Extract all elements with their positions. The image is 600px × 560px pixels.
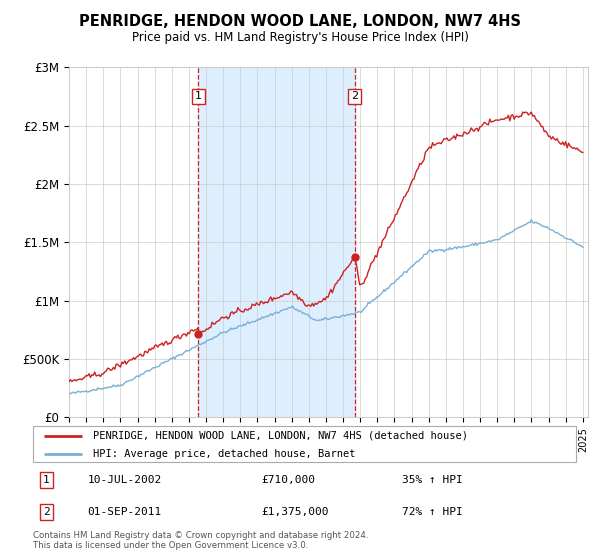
Text: 1: 1 <box>43 475 50 485</box>
Text: PENRIDGE, HENDON WOOD LANE, LONDON, NW7 4HS: PENRIDGE, HENDON WOOD LANE, LONDON, NW7 … <box>79 14 521 29</box>
Text: £1,375,000: £1,375,000 <box>261 507 329 517</box>
Text: 10-JUL-2002: 10-JUL-2002 <box>88 475 161 485</box>
Text: 1: 1 <box>195 91 202 101</box>
Text: PENRIDGE, HENDON WOOD LANE, LONDON, NW7 4HS (detached house): PENRIDGE, HENDON WOOD LANE, LONDON, NW7 … <box>93 431 468 441</box>
Text: Contains HM Land Registry data © Crown copyright and database right 2024.
This d: Contains HM Land Registry data © Crown c… <box>33 531 368 550</box>
Text: HPI: Average price, detached house, Barnet: HPI: Average price, detached house, Barn… <box>93 449 355 459</box>
Text: 35% ↑ HPI: 35% ↑ HPI <box>402 475 463 485</box>
Text: 72% ↑ HPI: 72% ↑ HPI <box>402 507 463 517</box>
Text: 01-SEP-2011: 01-SEP-2011 <box>88 507 161 517</box>
Text: 2: 2 <box>43 507 50 517</box>
Text: 2: 2 <box>351 91 358 101</box>
FancyBboxPatch shape <box>33 426 576 462</box>
Bar <box>199 67 355 417</box>
Text: £710,000: £710,000 <box>261 475 315 485</box>
Text: Price paid vs. HM Land Registry's House Price Index (HPI): Price paid vs. HM Land Registry's House … <box>131 31 469 44</box>
